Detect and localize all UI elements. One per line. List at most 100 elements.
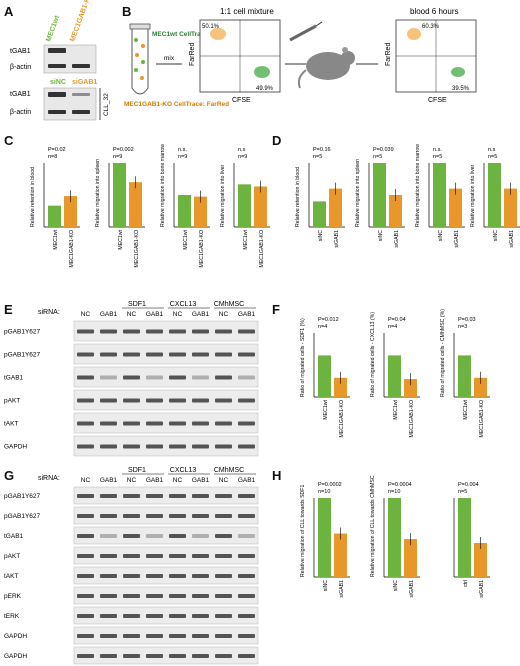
mouse-icon (297, 47, 355, 89)
p-value: P=0.16 (313, 147, 331, 153)
blot-band (169, 375, 186, 380)
p-value: P=0.03 (458, 317, 476, 323)
bar (388, 498, 401, 577)
p-value: P=0.012 (318, 317, 339, 323)
blot-row-label: pAKT (4, 553, 20, 560)
blot-band (192, 614, 209, 618)
bar (504, 188, 517, 227)
blot-band (100, 352, 117, 357)
n-count: n=5 (373, 154, 382, 160)
p-value: P=0.004 (458, 482, 479, 488)
category-label: MEC1GAB1-KO (134, 230, 140, 267)
blot-band (192, 494, 209, 498)
blot-band (238, 594, 255, 598)
blot-band (123, 554, 140, 558)
blot-band (77, 352, 94, 357)
y-axis-label: Relative retention in blood (295, 167, 301, 227)
blot-band (238, 554, 255, 558)
ylabel-1: FarRed (189, 43, 196, 66)
ylabel-2: FarRed (385, 43, 392, 66)
bar (178, 195, 191, 227)
blot-strip (73, 343, 259, 365)
p-value: n.s. (433, 147, 442, 153)
band (48, 64, 66, 68)
blot-band (238, 352, 255, 357)
y-axis-label: Relative migration into liver (470, 164, 476, 227)
blot-band (169, 444, 186, 449)
blot-band (192, 554, 209, 558)
bar (318, 498, 331, 577)
p-value: P=0.0004 (388, 482, 412, 488)
quadrant-ul: 60.3% (422, 24, 440, 30)
blot-band (192, 444, 209, 449)
category-label: siGAB1 (339, 580, 345, 598)
category-label: MEC1wt (53, 229, 59, 249)
blot-band (215, 375, 232, 380)
blot-band (123, 494, 140, 498)
y-axis-label: Ratio of migrated cells - CXCL13 (%) (370, 312, 376, 397)
lane-label: GAB1 (238, 311, 256, 318)
category-label: siGAB1 (454, 230, 460, 248)
panel-b-schematic: MEC1wt CellTrace: CFSE mix MEC1GAB1-KO C… (124, 7, 477, 108)
category-label: siGAB1 (394, 230, 400, 248)
blot-band (100, 421, 117, 426)
lane-label: NC (81, 477, 91, 484)
blot-band (215, 444, 232, 449)
panel-a-blots: MEC1wt MEC1GAB1-KO tGAB1 β-actin siNC si… (10, 0, 110, 121)
n-count: n=9 (238, 154, 247, 160)
blot-band (238, 534, 255, 538)
chart-d-6: n.s.n=5 Relative migration into bone marr… (415, 144, 465, 248)
blot-strip (73, 412, 259, 434)
bar (334, 533, 347, 577)
blot-band (192, 514, 209, 518)
category-label: siGAB1 (509, 230, 515, 248)
syringe-icon (289, 21, 323, 42)
blot-band (192, 574, 209, 578)
chart-c-0: P=0.02n=8 Relative retention in blood MEC1… (30, 147, 80, 267)
y-axis-label: Relative migration into spleen (355, 159, 361, 227)
blot-band (100, 514, 117, 518)
blot-band (100, 444, 117, 449)
y-axis-label: Relative migration into bone marrow (160, 144, 166, 227)
xlabel-2: CFSE (428, 97, 447, 104)
green-population (254, 66, 270, 78)
category-label: MEC1GAB1-KO (479, 400, 485, 437)
blot-band (123, 444, 140, 449)
mix-label: mix (164, 55, 175, 62)
blot-row-label: pAKT (4, 398, 20, 405)
n-count: n=8 (48, 154, 57, 160)
lane-label: GAB1 (192, 477, 210, 484)
bar (373, 163, 386, 227)
blot-band (238, 494, 255, 498)
category-label: siNC (438, 230, 444, 241)
category-label: siGAB1 (409, 580, 415, 598)
blot-band (123, 398, 140, 403)
blot-band (77, 421, 94, 426)
bar (194, 196, 207, 227)
bar (474, 543, 487, 577)
blot-band (169, 421, 186, 426)
n-count: n=3 (458, 324, 467, 330)
lane-label: NC (219, 477, 229, 484)
n-count: n=4 (388, 324, 397, 330)
category-label: MEC1GAB1-KO (69, 230, 75, 267)
blot-strip (73, 506, 259, 525)
quadrant-lr: 49.9% (256, 86, 274, 92)
blot-strip (73, 366, 259, 388)
row-label-tgab1-top: tGAB1 (10, 48, 31, 55)
blot-band (123, 421, 140, 426)
orange-population (210, 28, 226, 40)
blot-band (123, 654, 140, 658)
lane-label: NC (219, 311, 229, 318)
blot-strip (73, 435, 259, 457)
blot-band (192, 352, 209, 357)
blot-band (146, 634, 163, 638)
bar (474, 377, 487, 397)
blot-band (146, 594, 163, 598)
bar (129, 182, 142, 227)
p-value: n.s. (178, 147, 187, 153)
